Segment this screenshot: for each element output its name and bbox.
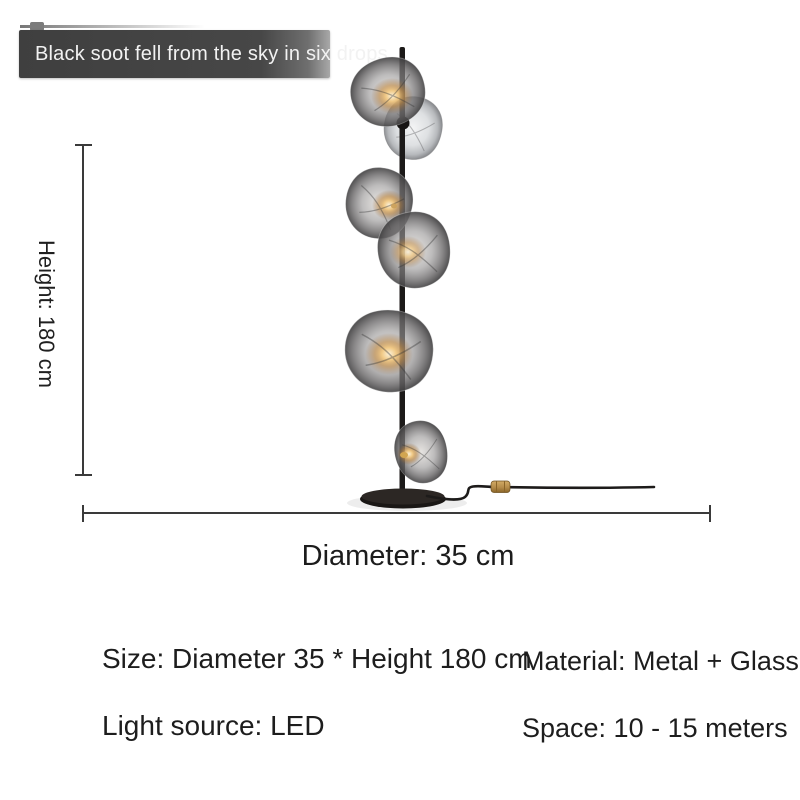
power-cable — [425, 484, 656, 501]
height-label: Height: 180 cm — [34, 240, 59, 388]
glass-shade-4 — [372, 206, 456, 294]
spec-light-source: Light source: LED — [102, 710, 325, 741]
diameter-dimension-tick-right — [709, 505, 711, 522]
spec-size: Size: Diameter 35 * Height 180 cm — [102, 643, 532, 674]
banner-notch — [30, 22, 44, 31]
glass-shade-6 — [388, 415, 454, 489]
glass-shade-5 — [340, 305, 438, 397]
diameter-dimension-line — [83, 512, 710, 514]
diameter-dimension-tick-left — [82, 505, 84, 522]
height-dimension-line — [82, 145, 84, 475]
caption-banner: Black soot fell from the sky in six drop… — [19, 30, 393, 78]
height-dimension-tick-bottom — [75, 474, 92, 476]
brass-fitting — [391, 203, 397, 209]
floor-lamp-image — [337, 47, 656, 511]
cable-connector — [490, 480, 511, 493]
brass-fitting — [400, 452, 408, 458]
caption-text: Black soot fell from the sky in six drop… — [35, 42, 394, 65]
glass-shade-3 — [337, 159, 421, 247]
height-dimension-tick-top — [75, 144, 92, 146]
spec-space: Space: 10 - 15 meters — [522, 713, 788, 743]
glass-shade-1 — [341, 47, 435, 137]
spec-material: Material: Metal + Glass — [522, 646, 799, 676]
diameter-label: Diameter: 35 cm — [301, 540, 515, 572]
banner-top-edge — [20, 25, 205, 28]
lamp-base — [360, 488, 446, 509]
